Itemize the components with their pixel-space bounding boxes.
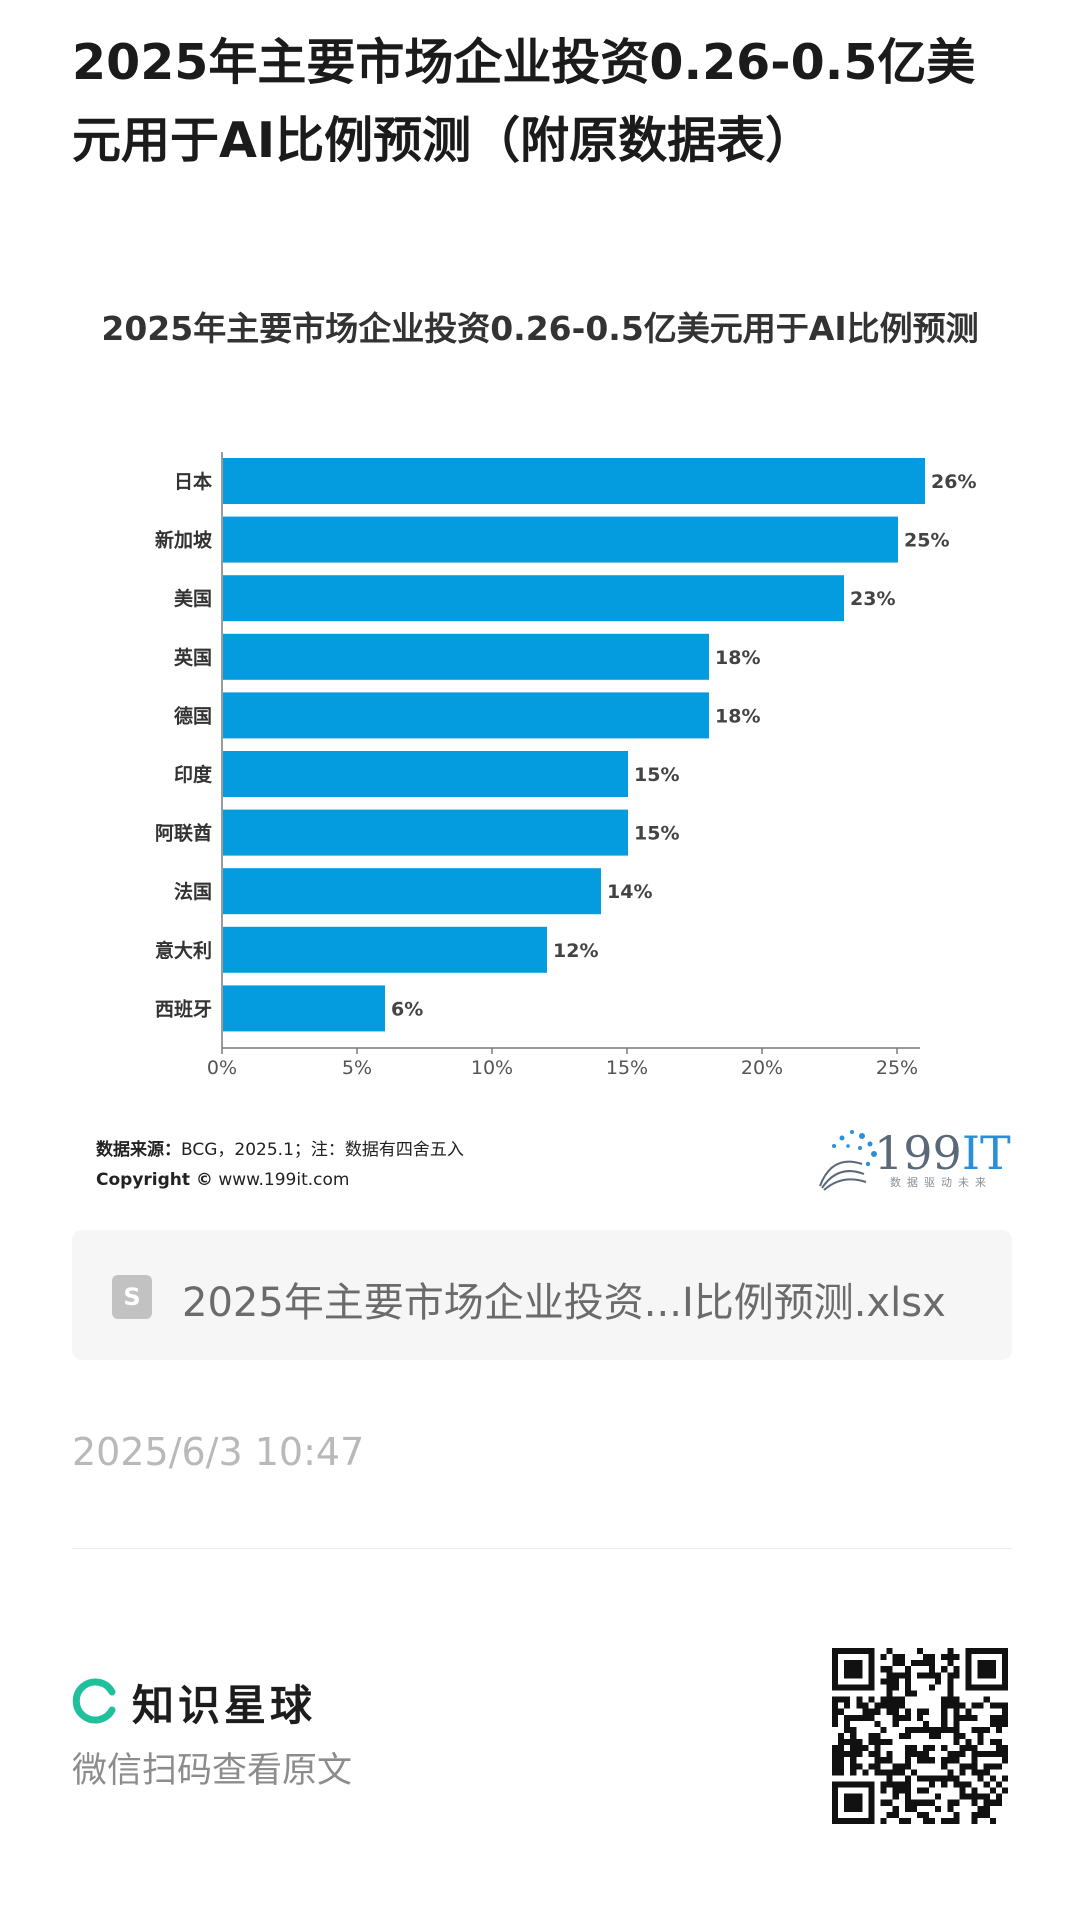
category-label: 美国 — [174, 587, 212, 610]
category-label: 英国 — [174, 646, 212, 669]
bar-1 — [223, 516, 898, 563]
category-label: 法国 — [174, 880, 212, 903]
category-label: 德国 — [174, 704, 212, 727]
category-label: 西班牙 — [155, 997, 212, 1020]
data-label: 18% — [715, 647, 760, 669]
x-tick-label: 25% — [876, 1057, 918, 1079]
category-label: 印度 — [174, 763, 213, 786]
category-label: 新加坡 — [155, 529, 213, 552]
brand-199it-logo: 199IT 数据驱动未来 — [812, 1124, 1012, 1194]
attachment-filename[interactable]: 2025年主要市场企业投资...I比例预测.xlsx — [182, 1280, 946, 1326]
attachment-card[interactable]: S 2025年主要市场企业投资...I比例预测.xlsx — [72, 1230, 1012, 1360]
data-label: 15% — [634, 764, 679, 786]
post-title: 2025年主要市场企业投资0.26-0.5亿美元用于AI比例预测（附原数据表） — [72, 34, 976, 169]
bar-chart: 日本 26% 新加坡 25% 美国 23% 英国 18% 德国 18% 印度 15% 阿联酋 15% 法国 1… — [155, 452, 976, 1079]
source-note: 数据来源：BCG，2025.1；注：数据有四舍五入 Copyright © ww… — [96, 1135, 464, 1195]
data-label: 18% — [715, 705, 760, 727]
source-label: 数据来源： — [96, 1140, 181, 1160]
data-label: 6% — [391, 998, 423, 1020]
bar-8 — [223, 926, 547, 973]
category-label: 意大利 — [155, 939, 212, 962]
bar-7 — [223, 868, 601, 915]
qr-code-icon[interactable] — [832, 1648, 1008, 1824]
data-label: 26% — [931, 471, 976, 493]
copyright-label: Copyright © — [96, 1170, 213, 1190]
chart-title: 2025年主要市场企业投资0.26-0.5亿美元用于AI比例预测 — [101, 309, 979, 348]
data-label: 15% — [634, 823, 679, 845]
data-label: 23% — [850, 588, 895, 610]
brand-suffix: IT — [961, 1126, 1011, 1180]
bar-2 — [223, 575, 844, 622]
brand-tagline: 数据驱动未来 — [890, 1176, 992, 1189]
x-tick-label: 0% — [207, 1057, 237, 1079]
source-text: BCG，2025.1；注：数据有四舍五入 — [181, 1140, 464, 1160]
app-name: 知识星球 — [132, 1681, 317, 1730]
post-timestamp: 2025/6/3 10:47 — [72, 1430, 365, 1474]
x-tick-label: 5% — [342, 1057, 372, 1079]
category-label: 日本 — [174, 470, 212, 493]
x-tick-label: 10% — [471, 1057, 513, 1079]
bar-9 — [223, 985, 385, 1032]
category-label: 阿联酋 — [155, 822, 212, 845]
scan-hint: 微信扫码查看原文 — [72, 1751, 353, 1791]
bar-3 — [223, 633, 709, 680]
dandelion-logo-icon — [819, 1130, 877, 1191]
brand-number: 199 — [874, 1126, 962, 1180]
bar-5 — [223, 751, 628, 797]
data-label: 25% — [904, 530, 949, 552]
bar-4 — [223, 692, 709, 739]
zsxq-logo-icon — [72, 1678, 116, 1724]
x-tick-label: 15% — [606, 1057, 648, 1079]
divider — [72, 1548, 1012, 1549]
data-label: 12% — [553, 940, 598, 962]
bar-0 — [223, 458, 925, 504]
x-tick-label: 20% — [741, 1057, 783, 1079]
copyright-site: www.199it.com — [218, 1170, 350, 1190]
bar-6 — [223, 809, 628, 856]
data-label: 14% — [607, 881, 652, 903]
spreadsheet-file-icon: S — [112, 1275, 152, 1319]
